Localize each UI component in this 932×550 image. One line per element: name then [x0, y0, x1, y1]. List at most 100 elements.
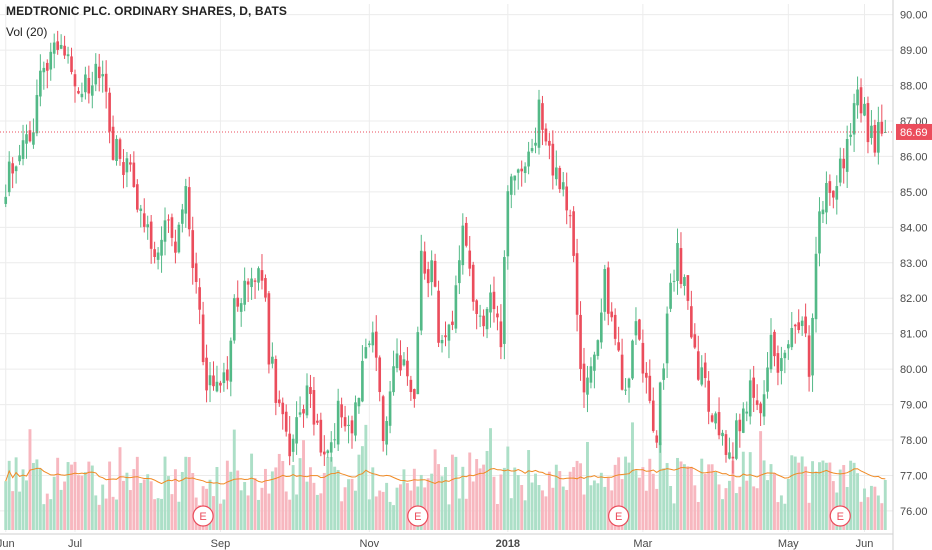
candle-body: [541, 103, 544, 130]
last-price-label: 86.69: [900, 127, 928, 139]
volume-bar: [495, 503, 499, 530]
candle-body: [534, 142, 537, 146]
volume-bar: [218, 503, 222, 530]
candle-body: [399, 355, 402, 371]
volume-bar: [367, 499, 371, 530]
volume-bar: [267, 493, 271, 530]
volume-bar: [322, 472, 326, 530]
volume-bar: [302, 440, 305, 530]
volume-bar: [537, 485, 541, 530]
volume-bar: [440, 476, 444, 530]
volume-bar: [142, 479, 146, 530]
candle-body: [177, 224, 181, 253]
candle-body: [302, 409, 305, 414]
candle-body: [267, 293, 271, 365]
volume-bar: [651, 473, 655, 530]
volume-bar: [128, 490, 132, 530]
earnings-marker-label: E: [199, 511, 206, 523]
candle-body: [738, 419, 742, 432]
volume-bar: [821, 460, 825, 530]
volume-bar: [146, 474, 150, 530]
candle-body: [721, 432, 724, 437]
volume-bar: [755, 488, 759, 530]
volume-bar: [842, 465, 846, 530]
volume-bar: [606, 477, 610, 530]
candle-body: [728, 452, 731, 459]
candle-body: [880, 121, 884, 134]
volume-bar: [118, 447, 122, 530]
volume-bar: [253, 478, 257, 530]
x-tick-label: Jul: [68, 538, 82, 550]
candle-body: [56, 41, 59, 50]
volume-bar: [679, 461, 683, 530]
volume-bar: [177, 501, 181, 530]
volume-bar: [364, 424, 368, 530]
candle-body: [710, 415, 714, 422]
candle-body: [77, 90, 80, 94]
candle-body: [513, 175, 517, 181]
volume-bar: [544, 496, 548, 530]
candle-body: [797, 322, 801, 331]
candle-body: [464, 222, 468, 246]
volume-bar: [745, 480, 749, 530]
candle-body: [499, 321, 503, 348]
volume-bar: [315, 494, 319, 530]
candle-body: [662, 368, 665, 380]
candle-body: [440, 339, 444, 344]
volume-bar: [811, 461, 815, 530]
candle-body: [877, 122, 880, 153]
candle-body: [416, 332, 420, 395]
volume-bar: [582, 494, 586, 530]
volume-bar: [617, 457, 621, 530]
candle-body: [613, 314, 617, 339]
volume-bar: [135, 456, 139, 530]
volume-bar: [589, 485, 593, 530]
candle-body: [651, 400, 655, 431]
volume-bar: [471, 481, 475, 530]
volume-bar: [689, 466, 693, 530]
candle-body: [35, 95, 39, 134]
volume-bar: [236, 470, 240, 530]
volume-bar: [49, 499, 53, 530]
chart-title: MEDTRONIC PLC. ORDINARY SHARES, D, BATS: [6, 4, 288, 18]
volume-bar: [374, 496, 378, 530]
candle-body: [49, 51, 53, 70]
candle-body: [755, 400, 759, 405]
volume-bar: [838, 469, 842, 530]
volume-bar: [312, 482, 316, 530]
candle-body: [849, 134, 852, 137]
volume-bar: [360, 446, 364, 530]
candle-body: [658, 382, 662, 446]
volume-bar: [70, 464, 73, 530]
candle-body: [329, 442, 333, 453]
volume-bar: [856, 473, 860, 530]
volume-bar: [883, 480, 887, 530]
volume-bar: [492, 476, 496, 530]
volume-bar: [336, 469, 340, 530]
candle-body: [215, 381, 219, 392]
volume-bar: [357, 454, 361, 530]
candle-body: [627, 378, 631, 388]
candle-body: [842, 158, 846, 169]
volume-bar: [80, 475, 84, 530]
volume-bar: [111, 496, 115, 530]
volume-bar: [499, 474, 503, 530]
volume-bar: [38, 468, 42, 530]
candle-body: [87, 77, 91, 94]
candle-body: [277, 399, 281, 404]
y-tick-label: 76.00: [900, 506, 928, 518]
candle-body: [748, 380, 752, 417]
volume-bar: [173, 469, 177, 530]
candle-body: [191, 230, 195, 268]
volume-bar: [94, 495, 98, 530]
volume-bar: [250, 453, 254, 530]
volume-bar: [779, 495, 783, 530]
candle-body: [489, 292, 492, 313]
volume-bar: [807, 502, 811, 530]
candle-body: [229, 340, 233, 382]
candle-body: [340, 404, 343, 418]
volume-bar: [793, 456, 797, 530]
candle-body: [548, 140, 551, 146]
candle-body: [347, 424, 350, 427]
candle-body: [672, 280, 676, 282]
